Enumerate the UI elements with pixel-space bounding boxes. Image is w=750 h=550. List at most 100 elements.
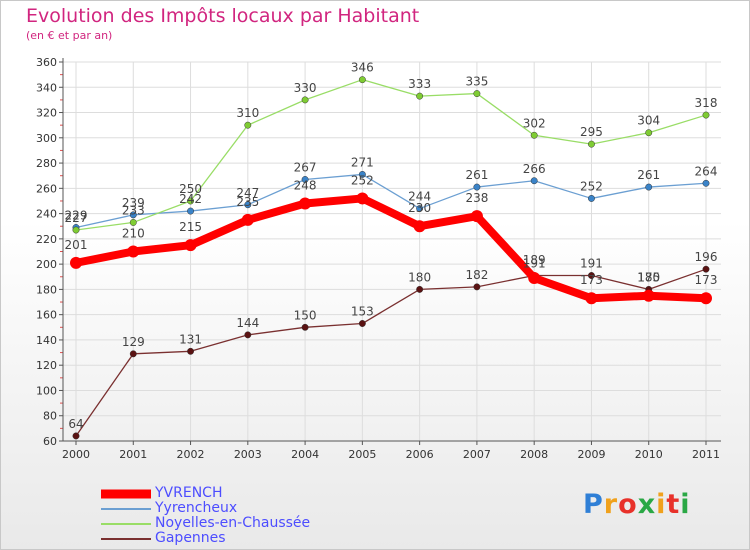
logo-letter: i — [656, 489, 667, 520]
point-2-2010 — [645, 129, 653, 137]
data-label-2-2006: 333 — [408, 77, 431, 91]
data-label-2-2002: 250 — [179, 182, 202, 196]
point-3-2006 — [416, 285, 424, 293]
data-label-0-2011: 173 — [695, 273, 718, 287]
data-label-2-2011: 318 — [695, 96, 718, 110]
data-label-0-2005: 252 — [351, 173, 374, 187]
axes: 60 80 100 120 140 160 180 200 220 240 260 280 300 320… — [36, 56, 721, 461]
point-3-2002 — [187, 347, 194, 355]
data-label-3-2006: 180 — [408, 270, 431, 284]
logo-letter: i — [680, 489, 691, 520]
y-tick-label-180: 180 — [36, 283, 57, 296]
y-tick-label-240: 240 — [36, 208, 57, 221]
point-0-2004 — [299, 197, 312, 210]
data-label-1-2006: 244 — [408, 190, 431, 204]
series-line-2 — [75, 79, 707, 231]
data-label-2-2001: 233 — [122, 203, 145, 217]
data-label-3-2001: 129 — [122, 335, 145, 349]
x-tick-label-2001: 2001 — [119, 448, 147, 461]
data-label-2-2003: 310 — [236, 106, 259, 120]
legend-label: Gapennes — [155, 530, 226, 546]
point-3-2009 — [588, 272, 595, 279]
data-label-3-2005: 153 — [351, 305, 374, 319]
y-tick-label-340: 340 — [36, 81, 57, 94]
data-label-2-2005: 346 — [351, 61, 374, 75]
data-label-3-2004: 150 — [294, 308, 317, 322]
point-3-2001 — [129, 350, 137, 358]
series-lines — [70, 76, 712, 440]
legend-item-2: Noyelles-en-Chaussée — [101, 516, 361, 531]
legend-item-0: YVRENCH — [101, 486, 361, 501]
point-3-2000 — [72, 432, 80, 440]
point-1-2002 — [187, 207, 194, 215]
legend-label: Yyrencheux — [155, 500, 238, 516]
data-label-0-2008: 189 — [523, 253, 546, 267]
data-label-1-2009: 252 — [580, 179, 603, 193]
point-1-2003 — [244, 201, 252, 209]
data-label-0-2003: 235 — [236, 195, 259, 209]
data-label-0-2001: 210 — [122, 227, 145, 241]
point-0-2006 — [413, 220, 426, 233]
point-0-2000 — [70, 256, 82, 269]
point-1-2011 — [702, 179, 710, 187]
point-2-2007 — [473, 90, 481, 98]
logo-letter: o — [618, 489, 638, 520]
data-label-1-2001: 239 — [122, 196, 145, 210]
data-label-1-2004: 267 — [294, 160, 317, 174]
data-labels: 229 239 242 247 267 271 244 261 266 252 261 264 227 2… — [65, 61, 718, 431]
legend-label: Noyelles-en-Chaussée — [155, 515, 311, 531]
x-tick-label-2006: 2006 — [406, 448, 434, 461]
data-label-3-2010: 180 — [637, 270, 660, 284]
legend-swatch — [101, 537, 151, 540]
x-tick-label-2007: 2007 — [463, 448, 491, 461]
data-label-0-2004: 248 — [294, 178, 317, 192]
data-label-2-2008: 302 — [523, 116, 546, 130]
y-tick-label-100: 100 — [36, 384, 57, 397]
data-label-0-2010: 175 — [637, 271, 660, 285]
y-tick-label-360: 360 — [36, 56, 57, 69]
point-3-2003 — [244, 331, 252, 339]
data-label-0-2000: 201 — [65, 238, 88, 252]
point-2-2008 — [530, 131, 538, 139]
x-tick-label-2000: 2000 — [62, 448, 90, 461]
point-0-2010 — [642, 289, 655, 302]
point-2-2001 — [129, 218, 137, 226]
y-tick-label-60: 60 — [43, 435, 57, 448]
data-label-2-2010: 304 — [637, 114, 660, 128]
point-0-2003 — [241, 213, 254, 226]
x-tick-label-2008: 2008 — [520, 448, 548, 461]
data-label-2-2007: 335 — [465, 75, 488, 89]
data-label-0-2009: 173 — [580, 273, 603, 287]
series-line-0 — [72, 194, 710, 303]
data-label-3-2002: 131 — [179, 332, 202, 346]
x-tick-label-2002: 2002 — [177, 448, 205, 461]
data-label-1-2000: 229 — [65, 208, 88, 222]
x-tick-label-2004: 2004 — [291, 448, 319, 461]
data-label-0-2006: 230 — [408, 201, 431, 215]
data-label-3-2011: 196 — [695, 250, 718, 264]
data-label-3-2007: 182 — [465, 268, 488, 282]
legend-item-1: Yyrencheux — [101, 501, 361, 516]
point-1-2007 — [473, 183, 481, 191]
point-2-2009 — [588, 140, 595, 148]
point-1-2009 — [588, 194, 595, 202]
y-tick-label-220: 220 — [36, 233, 57, 246]
point-0-2008 — [528, 272, 541, 285]
point-2-2005 — [358, 76, 366, 84]
point-1-2004 — [301, 176, 309, 183]
y-tick-label-300: 300 — [36, 132, 57, 145]
data-label-3-2003: 144 — [236, 316, 259, 330]
x-tick-label-2003: 2003 — [234, 448, 262, 461]
legend: YVRENCH Yyrencheux Noyelles-en-Chaussée Gap… — [101, 486, 361, 546]
point-1-2010 — [645, 183, 653, 191]
x-tick-label-2005: 2005 — [348, 448, 376, 461]
data-label-1-2005: 271 — [351, 155, 374, 169]
data-label-1-2010: 261 — [637, 168, 660, 182]
data-label-1-2007: 261 — [465, 168, 488, 182]
point-0-2009 — [585, 292, 598, 305]
point-1-2008 — [530, 177, 538, 185]
point-2-2006 — [416, 92, 424, 100]
logo-letter: x — [637, 489, 657, 520]
